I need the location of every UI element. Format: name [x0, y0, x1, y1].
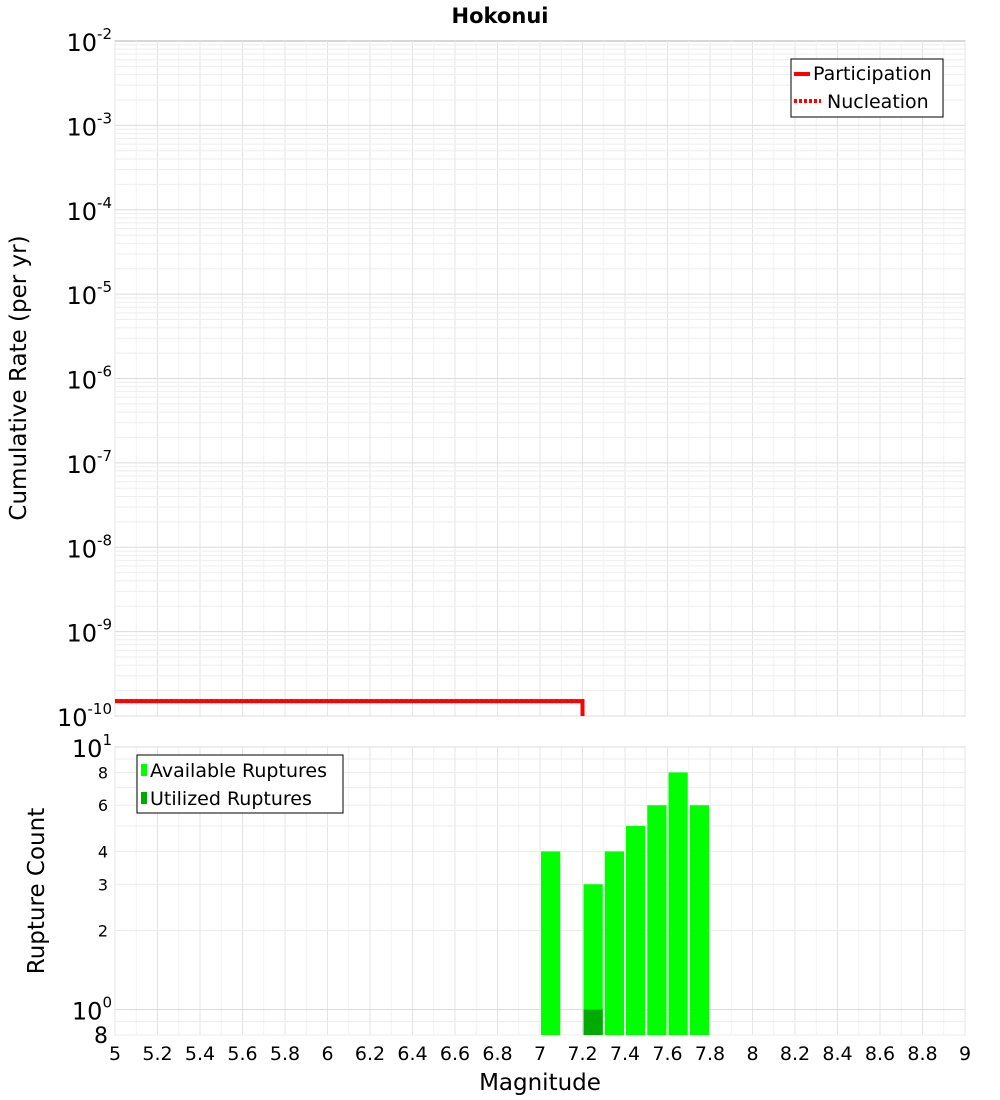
x-tick-label: 8.2	[780, 1043, 810, 1065]
x-tick-label: 5.6	[227, 1043, 257, 1065]
rate-y-tick-label: 10-6	[66, 363, 112, 395]
rate-y-tick-label: 10-3	[66, 109, 112, 141]
rate-panel: 10-2 10-3 10-4 10-5 10-6 10-7 10-8 10-9 10-10 Cu…	[6, 25, 966, 732]
x-tick-label: 5.8	[270, 1043, 300, 1065]
chart-title: Hokonui	[452, 4, 549, 28]
x-tick-label: 8.6	[865, 1043, 895, 1065]
utilized-rupture-bar	[583, 1009, 603, 1035]
count-y-tick-minor: 4	[98, 842, 108, 861]
count-y-tick-major: 101	[72, 731, 112, 763]
x-tick-label: 6.8	[482, 1043, 512, 1065]
count-bars	[541, 772, 709, 1035]
rate-y-tick-label: 10-10	[57, 700, 112, 732]
available-rupture-bar	[626, 826, 646, 1035]
x-tick-label: 7.4	[610, 1043, 640, 1065]
x-tick-label: 7	[534, 1043, 546, 1065]
x-tick-label: 6.4	[397, 1043, 427, 1065]
x-tick-label: 6.6	[440, 1043, 470, 1065]
x-tick-label: 8.4	[822, 1043, 852, 1065]
nucleation-line	[115, 699, 585, 716]
count-y-tick-minor: 6	[98, 796, 108, 815]
x-tick-label: 8	[746, 1043, 758, 1065]
count-y-tick-minor: 8	[94, 1024, 108, 1049]
rate-legend: Participation Nucleation	[790, 58, 944, 118]
count-y-tick-minor: 8	[98, 763, 108, 782]
x-tick-label: 9	[959, 1043, 971, 1065]
available-rupture-bar	[647, 805, 667, 1035]
rate-legend-box	[790, 58, 944, 118]
rate-series	[115, 699, 585, 716]
x-tick-label: 8.8	[907, 1043, 937, 1065]
available-rupture-bar	[583, 884, 603, 1035]
count-legend-box	[136, 754, 344, 814]
available-legend-label: Available Ruptures	[150, 760, 327, 782]
rate-y-tick-label: 10-9	[66, 616, 112, 648]
x-tick-label: 5.4	[185, 1043, 215, 1065]
rate-y-tick-label: 10-4	[66, 194, 112, 226]
x-tick-label: 6.2	[355, 1043, 385, 1065]
count-y-tick-minor: 2	[98, 922, 108, 941]
available-rupture-bar	[668, 772, 688, 1035]
x-tick-label: 5.2	[142, 1043, 172, 1065]
available-rupture-bar	[541, 851, 561, 1035]
rate-y-tick-label: 10-7	[66, 447, 112, 479]
x-tick-label: 7.6	[652, 1043, 682, 1065]
available-rupture-bar	[689, 805, 709, 1035]
nucleation-legend-label: Nucleation	[827, 91, 929, 113]
rate-grid	[114, 41, 966, 717]
x-tick-label: 7.8	[695, 1043, 725, 1065]
utilized-legend-swatch	[141, 792, 147, 804]
count-y-axis-label: Rupture Count	[24, 808, 50, 974]
count-y-tick-minor: 3	[98, 875, 108, 894]
count-y-tick-major: 100	[72, 994, 112, 1026]
utilized-legend-label: Utilized Ruptures	[150, 788, 312, 810]
available-rupture-bar	[604, 851, 624, 1035]
count-x-ticks: 5 5.2 5.4 5.6 5.8 6 6.2 6.4 6.6 6.8 7 7.2 7.4 7.6 7.8 8…	[109, 1043, 971, 1065]
x-tick-label: 5	[109, 1043, 121, 1065]
participation-legend-label: Participation	[813, 63, 932, 85]
rate-y-tick-label: 10-5	[66, 278, 112, 310]
count-legend: Available Ruptures Utilized Ruptures	[136, 754, 344, 814]
rate-y-axis-label: Cumulative Rate (per yr)	[6, 235, 32, 520]
x-axis-label: Magnitude	[479, 1070, 601, 1096]
rate-y-tick-label: 10-2	[66, 25, 112, 57]
rate-y-tick-label: 10-8	[66, 531, 112, 563]
x-tick-label: 6	[321, 1043, 333, 1065]
rate-y-ticks: 10-2 10-3 10-4 10-5 10-6 10-7 10-8 10-9 10-10	[57, 25, 112, 732]
available-legend-swatch	[141, 764, 147, 776]
x-tick-label: 7.2	[567, 1043, 597, 1065]
